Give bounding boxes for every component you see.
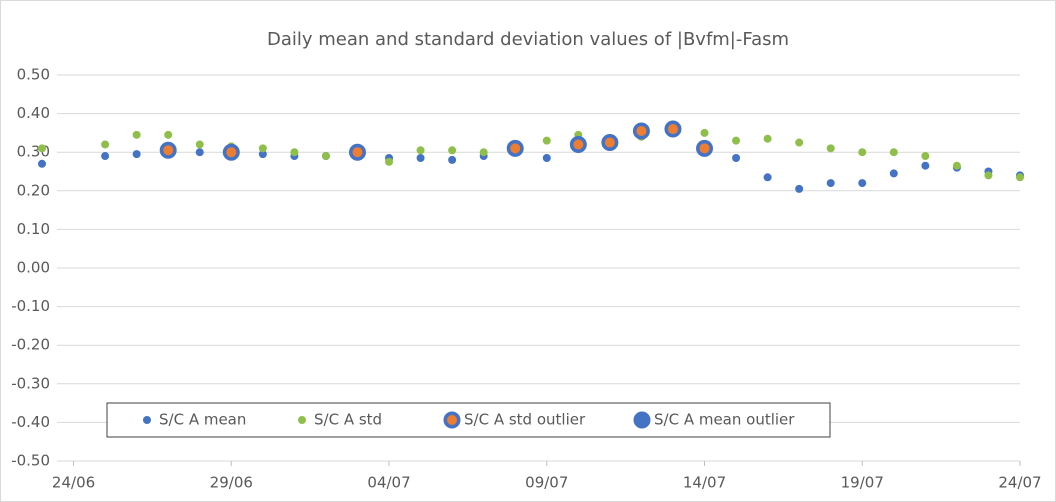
- x-tick-label: 24/06: [52, 474, 95, 492]
- point: [195, 148, 204, 157]
- point: [385, 157, 394, 166]
- legend-marker: [298, 416, 306, 424]
- y-tick-label: -0.30: [11, 374, 50, 392]
- point: [258, 144, 267, 153]
- point: [132, 150, 141, 159]
- x-tick-label: 29/06: [210, 474, 253, 492]
- point: [479, 148, 488, 157]
- point: [542, 153, 551, 162]
- point: [416, 153, 425, 162]
- point: [667, 124, 678, 135]
- point: [826, 179, 835, 188]
- legend-marker: [633, 411, 651, 429]
- point: [290, 148, 299, 157]
- point: [921, 152, 930, 161]
- x-tick-label: 19/07: [841, 474, 884, 492]
- y-tick-label: -0.40: [11, 413, 50, 431]
- y-tick-label: 0.20: [17, 181, 50, 199]
- legend-label: S/C A std: [314, 411, 382, 429]
- point: [101, 152, 110, 161]
- point: [226, 147, 237, 158]
- x-tick-label: 09/07: [525, 474, 568, 492]
- point: [732, 136, 741, 145]
- point: [889, 148, 898, 157]
- legend-marker: [143, 416, 151, 424]
- x-tick-label: 24/07: [998, 474, 1041, 492]
- point: [573, 139, 584, 150]
- point: [195, 140, 204, 149]
- point: [321, 152, 330, 161]
- point: [858, 148, 867, 157]
- point: [700, 128, 709, 137]
- y-tick-label: -0.50: [11, 452, 50, 470]
- point: [352, 147, 363, 158]
- chart-title: Daily mean and standard deviation values…: [267, 29, 789, 50]
- point: [542, 136, 551, 145]
- point: [510, 143, 521, 154]
- legend-label: S/C A mean: [159, 411, 246, 429]
- point: [763, 173, 772, 182]
- legend-label: S/C A mean outlier: [654, 411, 795, 429]
- point: [448, 155, 457, 164]
- point: [699, 143, 710, 154]
- point: [132, 130, 141, 139]
- y-tick-label: 0.50: [17, 66, 50, 84]
- x-tick-label: 04/07: [367, 474, 410, 492]
- point: [921, 161, 930, 170]
- point: [858, 179, 867, 188]
- point: [38, 144, 46, 153]
- point: [448, 146, 457, 155]
- point: [826, 144, 835, 153]
- legend-marker: [447, 415, 457, 425]
- point: [163, 145, 174, 156]
- legend-label: S/C A std outlier: [464, 411, 586, 429]
- y-tick-label: 0.30: [17, 143, 50, 161]
- point: [732, 153, 741, 162]
- point: [1016, 173, 1024, 182]
- point: [952, 161, 961, 170]
- point: [984, 171, 993, 180]
- point: [258, 150, 267, 159]
- legend-box: [106, 402, 831, 438]
- point: [763, 134, 772, 143]
- point: [164, 130, 173, 139]
- y-tick-label: -0.10: [11, 297, 50, 315]
- y-tick-label: -0.20: [11, 336, 50, 354]
- point: [604, 137, 615, 148]
- point: [38, 159, 46, 168]
- point: [795, 184, 804, 193]
- point: [795, 138, 804, 147]
- y-tick-label: 0.10: [17, 220, 50, 238]
- point: [101, 140, 110, 149]
- point: [889, 169, 898, 178]
- y-tick-label: 0.40: [17, 104, 50, 122]
- y-tick-label: 0.00: [17, 259, 50, 277]
- point: [416, 146, 425, 155]
- point: [636, 125, 647, 136]
- x-tick-label: 14/07: [683, 474, 726, 492]
